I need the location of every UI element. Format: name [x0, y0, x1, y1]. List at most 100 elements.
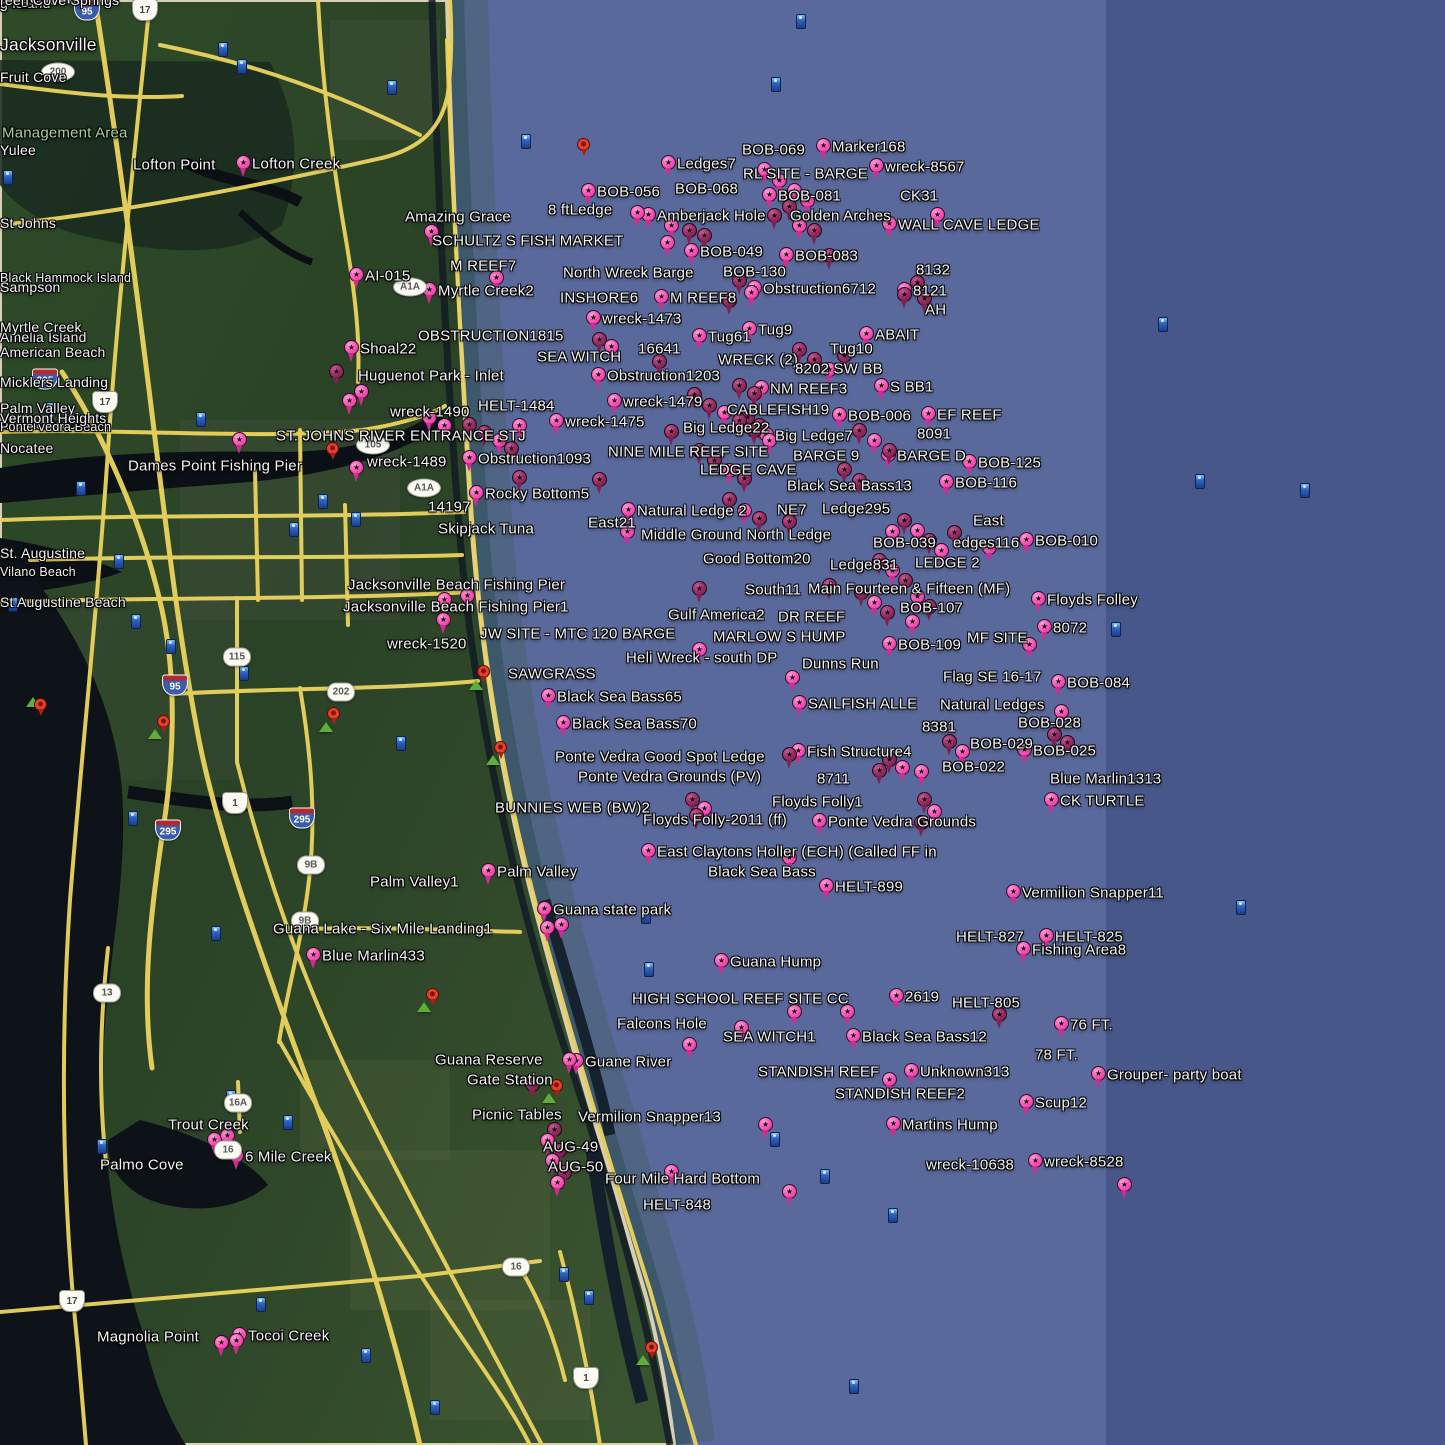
placemark-pin[interactable]: [549, 413, 564, 437]
site-label[interactable]: Ledge831: [830, 556, 899, 574]
placemark-pin[interactable]: [927, 804, 942, 828]
site-label[interactable]: Black Sea Bass13: [787, 477, 912, 495]
site-label[interactable]: AUG-50: [548, 1158, 604, 1176]
site-label[interactable]: BOB-125: [978, 454, 1042, 472]
site-label[interactable]: BOB-130: [723, 263, 787, 281]
placemark-pin[interactable]: [550, 1175, 565, 1199]
site-label[interactable]: SCHULTZ S FISH MARKET: [432, 232, 624, 250]
placemark-pin[interactable]: [872, 553, 887, 577]
placemark-pin[interactable]: [621, 502, 636, 526]
site-label[interactable]: Rocky Bottom5: [485, 485, 590, 503]
site-label[interactable]: Vermilion Snapper11: [1022, 884, 1164, 902]
site-label[interactable]: 6 Mile Creek: [245, 1148, 332, 1166]
site-label[interactable]: East21: [588, 514, 636, 532]
placemark-pin[interactable]: [882, 1072, 897, 1096]
site-label[interactable]: 2619: [905, 988, 940, 1006]
site-label[interactable]: HELT-848: [643, 1196, 712, 1214]
placemark-pin[interactable]: [424, 224, 439, 248]
placemark-pin[interactable]: [1028, 1153, 1043, 1177]
placemark-pin[interactable]: [782, 1184, 797, 1208]
placemark-pin[interactable]: [481, 863, 496, 887]
placemark-pin[interactable]: [540, 920, 555, 944]
site-label[interactable]: Middle Ground North Ledge: [641, 526, 832, 544]
placemark-pin[interactable]: [779, 247, 794, 271]
site-label[interactable]: Grouper- party boat: [1107, 1066, 1242, 1084]
site-label[interactable]: Natural Ledge 2: [637, 502, 747, 520]
placemark-pin[interactable]: [782, 199, 797, 223]
site-label[interactable]: MARLOW S HUMP: [713, 628, 846, 646]
placemark-pin[interactable]: [762, 433, 777, 457]
site-label[interactable]: Guane River: [585, 1053, 672, 1071]
site-label[interactable]: OBSTRUCTION1815: [418, 327, 564, 345]
placemark-pin[interactable]: [792, 342, 807, 366]
site-label[interactable]: 14197: [428, 498, 471, 516]
placemark-pin[interactable]: [682, 1037, 697, 1061]
site-label[interactable]: LEDGE CAVE: [700, 461, 797, 479]
placemark-pin[interactable]: [792, 218, 807, 242]
placemark-pin[interactable]: [869, 158, 884, 182]
placemark-pin[interactable]: [232, 432, 247, 456]
placemark-pin[interactable]: [1016, 941, 1031, 965]
site-label[interactable]: South11: [745, 581, 802, 599]
placemark-pin[interactable]: [914, 764, 929, 788]
site-label[interactable]: wreck-8567: [885, 158, 965, 176]
placemark-pin[interactable]: [867, 595, 882, 619]
site-label[interactable]: 8381: [922, 718, 957, 736]
site-label[interactable]: BOB-083: [795, 247, 859, 265]
site-label[interactable]: Skipjack Tuna: [438, 520, 534, 538]
placemark-pin[interactable]: [660, 235, 675, 259]
placemark-pin[interactable]: [882, 216, 897, 240]
site-label[interactable]: BOB-116: [955, 474, 1017, 492]
placemark-pin[interactable]: [664, 1164, 679, 1188]
placemark-pin[interactable]: [800, 193, 815, 217]
placemark-pin[interactable]: [689, 808, 704, 832]
placemark-pin[interactable]: [897, 513, 912, 537]
placemark-pin[interactable]: [772, 173, 787, 197]
site-label[interactable]: 16641: [638, 340, 681, 358]
placemark-pin[interactable]: [460, 588, 475, 612]
placemark-pin[interactable]: [846, 1028, 861, 1052]
site-label[interactable]: SAILFISH ALLE: [808, 695, 918, 713]
placemark-pin[interactable]: [437, 418, 452, 442]
placemark-pin[interactable]: [882, 636, 897, 660]
site-label[interactable]: SAWGRASS: [508, 665, 596, 683]
site-label[interactable]: Shoal22: [360, 340, 417, 358]
site-label[interactable]: 8132: [916, 261, 951, 279]
site-label[interactable]: Golden Arches: [790, 207, 891, 225]
placemark-pin[interactable]: [349, 460, 364, 484]
site-label[interactable]: Amazing Grace: [405, 208, 511, 226]
site-label[interactable]: Black Sea Bass65: [557, 688, 682, 706]
placemark-pin[interactable]: [874, 378, 889, 402]
site-label[interactable]: 78 FT.: [1035, 1046, 1078, 1064]
site-label[interactable]: Good Bottom20: [703, 550, 811, 568]
site-label[interactable]: BOB-109: [898, 636, 962, 654]
site-label[interactable]: BOB-107: [900, 599, 964, 617]
placemark-pin[interactable]: [732, 378, 747, 402]
site-label[interactable]: Fishing Area8: [1032, 941, 1127, 959]
placemark-pin[interactable]: [882, 443, 897, 467]
site-label[interactable]: MF SITE: [967, 629, 1028, 647]
site-label[interactable]: Amberjack Hole: [657, 207, 766, 225]
placemark-pin[interactable]: [477, 425, 492, 449]
placemark-pin[interactable]: [620, 524, 635, 548]
placemark-pin[interactable]: [922, 599, 937, 623]
site-label[interactable]: M REEF7: [450, 257, 517, 275]
site-label[interactable]: Tug61: [708, 328, 751, 346]
placemark-pin[interactable]: [722, 492, 737, 516]
site-label[interactable]: wreck-1479: [623, 393, 703, 411]
site-label[interactable]: Natural Ledges: [940, 696, 1045, 714]
site-label[interactable]: ST. JOHNS RIVER ENTRANCE STJ: [276, 427, 526, 445]
placemark-pin[interactable]: [955, 744, 970, 768]
site-label[interactable]: HELT-899: [835, 878, 904, 896]
site-label[interactable]: WRECK (2): [718, 351, 799, 369]
placemark-pin[interactable]: [947, 525, 962, 549]
site-label[interactable]: 8 ftLedge: [548, 201, 613, 219]
site-label[interactable]: STANDISH REEF: [758, 1063, 880, 1081]
site-label[interactable]: AUG-49: [543, 1138, 599, 1156]
placemark-pin[interactable]: [921, 406, 936, 430]
site-label[interactable]: HELT-825: [1055, 928, 1124, 946]
site-label[interactable]: 8202 SW BB: [795, 360, 883, 378]
placemark-pin[interactable]: [819, 878, 834, 902]
site-label[interactable]: CK TURTLE: [1060, 792, 1145, 810]
site-label[interactable]: Ledge295: [822, 500, 891, 518]
